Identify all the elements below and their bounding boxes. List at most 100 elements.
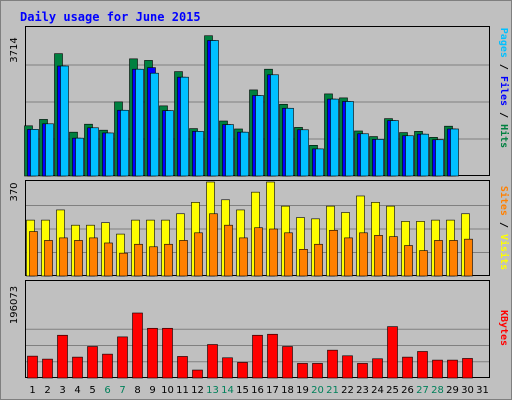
bar-pages-day-18 <box>285 107 294 177</box>
legend-sites: Sites <box>498 186 510 216</box>
x-tick-day-27: 27 <box>416 385 429 396</box>
bar-pages-day-28 <box>435 139 444 177</box>
x-tick-day-20: 20 <box>311 385 324 396</box>
middle-series-label: Sites / Visits <box>498 186 510 270</box>
bar-sites-day-17 <box>269 228 278 277</box>
bar-sites-day-23 <box>359 232 368 277</box>
x-tick-day-9: 9 <box>149 385 155 396</box>
bar-sites-day-2 <box>44 240 53 277</box>
legend-separator: / <box>498 58 509 76</box>
bar-sites-day-19 <box>299 249 308 277</box>
bar-sites-day-27 <box>419 250 428 277</box>
bar-kbytes-day-12 <box>192 369 203 379</box>
x-tick-day-21: 21 <box>326 385 339 396</box>
x-tick-day-6: 6 <box>104 385 110 396</box>
bar-pages-day-1 <box>30 129 39 177</box>
bar-sites-day-4 <box>74 240 83 277</box>
x-tick-day-19: 19 <box>296 385 309 396</box>
top-ymax-label: 3714 <box>9 37 20 62</box>
bar-pages-day-3 <box>60 65 69 177</box>
bar-pages-day-24 <box>375 139 384 177</box>
bar-pages-day-16 <box>255 95 264 177</box>
bar-pages-day-23 <box>360 133 369 177</box>
bar-sites-day-18 <box>284 232 293 277</box>
bar-sites-day-24 <box>374 235 383 277</box>
bar-sites-day-7 <box>119 252 128 277</box>
bar-pages-day-27 <box>420 133 429 177</box>
bar-pages-day-20 <box>315 148 324 177</box>
bar-kbytes-day-16 <box>252 334 263 379</box>
bar-kbytes-day-22 <box>342 355 353 379</box>
bar-pages-day-29 <box>450 128 459 177</box>
bar-sites-day-28 <box>434 240 443 277</box>
x-tick-day-23: 23 <box>356 385 369 396</box>
bar-kbytes-day-29 <box>447 359 458 379</box>
chart-title: Daily usage for June 2015 <box>20 10 201 24</box>
bar-kbytes-day-5 <box>87 346 98 379</box>
bar-kbytes-day-19 <box>297 363 308 379</box>
bar-pages-day-22 <box>345 101 354 177</box>
top-series-label: Pages / Files / Hits <box>498 28 510 148</box>
bar-sites-day-22 <box>344 237 353 277</box>
x-tick-day-1: 1 <box>29 385 35 396</box>
x-tick-day-28: 28 <box>431 385 444 396</box>
x-tick-day-5: 5 <box>89 385 95 396</box>
bar-kbytes-day-26 <box>402 356 413 379</box>
bar-sites-day-20 <box>314 243 323 277</box>
bar-pages-day-12 <box>195 131 204 177</box>
bar-pages-day-10 <box>165 110 174 177</box>
x-tick-day-18: 18 <box>281 385 294 396</box>
bar-sites-day-11 <box>179 240 188 277</box>
x-tick-day-10: 10 <box>161 385 174 396</box>
bar-pages-day-11 <box>180 76 189 177</box>
x-tick-day-2: 2 <box>44 385 50 396</box>
bar-sites-day-1 <box>29 231 38 277</box>
bar-sites-day-6 <box>104 242 113 277</box>
legend-hits: Hits <box>498 124 510 148</box>
legend-separator: / <box>498 216 509 234</box>
bar-sites-day-9 <box>149 246 158 277</box>
x-tick-day-26: 26 <box>401 385 414 396</box>
bottom-series-label: KBytes <box>498 310 509 346</box>
x-tick-day-22: 22 <box>341 385 354 396</box>
bar-pages-day-21 <box>330 98 339 177</box>
bar-kbytes-day-9 <box>147 327 158 379</box>
bar-kbytes-day-4 <box>72 356 83 379</box>
bar-kbytes-day-17 <box>267 333 278 379</box>
bar-sites-day-5 <box>89 237 98 277</box>
bar-sites-day-25 <box>389 236 398 277</box>
bar-pages-day-9 <box>150 72 159 177</box>
x-tick-day-31: 31 <box>476 385 489 396</box>
bar-pages-day-25 <box>390 120 399 177</box>
x-tick-day-16: 16 <box>251 385 264 396</box>
x-tick-day-12: 12 <box>191 385 204 396</box>
x-tick-day-24: 24 <box>371 385 384 396</box>
bar-kbytes-day-13 <box>207 344 218 379</box>
x-tick-day-7: 7 <box>119 385 125 396</box>
bar-kbytes-day-20 <box>312 363 323 379</box>
bar-sites-day-12 <box>194 232 203 277</box>
bar-pages-day-14 <box>225 124 234 177</box>
x-tick-day-15: 15 <box>236 385 249 396</box>
legend-visits: Visits <box>498 234 510 270</box>
bar-kbytes-day-27 <box>417 351 428 379</box>
bar-kbytes-day-18 <box>282 346 293 379</box>
bar-sites-day-14 <box>224 224 233 277</box>
bar-pages-day-2 <box>45 123 54 177</box>
x-tick-day-13: 13 <box>206 385 219 396</box>
bar-sites-day-3 <box>59 237 68 277</box>
bar-sites-day-15 <box>239 237 248 277</box>
bar-kbytes-day-28 <box>432 359 443 379</box>
bar-sites-day-26 <box>404 245 413 277</box>
bar-kbytes-day-6 <box>102 353 113 379</box>
bar-pages-day-26 <box>405 135 414 177</box>
bar-kbytes-day-11 <box>177 356 188 379</box>
bar-pages-day-7 <box>120 109 129 177</box>
legend-kbytes: KBytes <box>498 310 509 346</box>
bar-kbytes-day-30 <box>462 358 473 379</box>
bar-kbytes-day-21 <box>327 349 338 379</box>
bar-sites-day-13 <box>209 213 218 277</box>
bar-sites-day-16 <box>254 227 263 277</box>
bar-sites-day-30 <box>464 238 473 277</box>
